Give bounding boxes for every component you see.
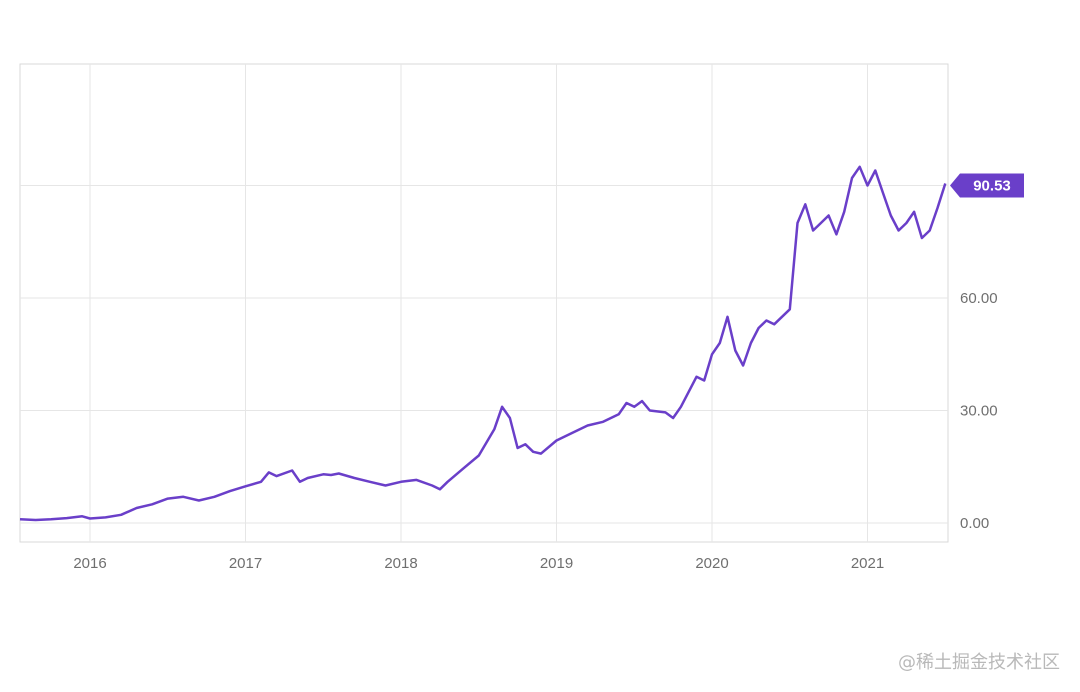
x-tick-label: 2018 xyxy=(384,555,417,572)
grid-lines xyxy=(20,64,948,542)
plot-background xyxy=(19,63,949,543)
series-line xyxy=(19,165,947,522)
x-tick-label: 2019 xyxy=(540,555,573,572)
last-value-tag-shape xyxy=(950,173,1024,198)
y-tick-label: 60.00 xyxy=(960,290,998,307)
x-tick-label: 2016 xyxy=(73,555,106,572)
x-axis-ticks: 2016 2017 2018 2019 2020 2021 xyxy=(73,555,884,572)
last-value-tag: 90.53 xyxy=(950,173,1024,198)
series-group xyxy=(19,165,947,522)
last-value-label: 90.53 xyxy=(973,178,1011,195)
y-tick-label: 0.00 xyxy=(960,515,989,532)
x-tick-label: 2017 xyxy=(229,555,262,572)
y-tick-label: 30.00 xyxy=(960,403,998,420)
watermark-text: @稀土掘金技术社区 xyxy=(898,652,1060,673)
x-tick-label: 2020 xyxy=(695,555,728,572)
y-axis-ticks: 0.00 30.00 60.00 xyxy=(960,290,998,532)
x-tick-label: 2021 xyxy=(851,555,884,572)
